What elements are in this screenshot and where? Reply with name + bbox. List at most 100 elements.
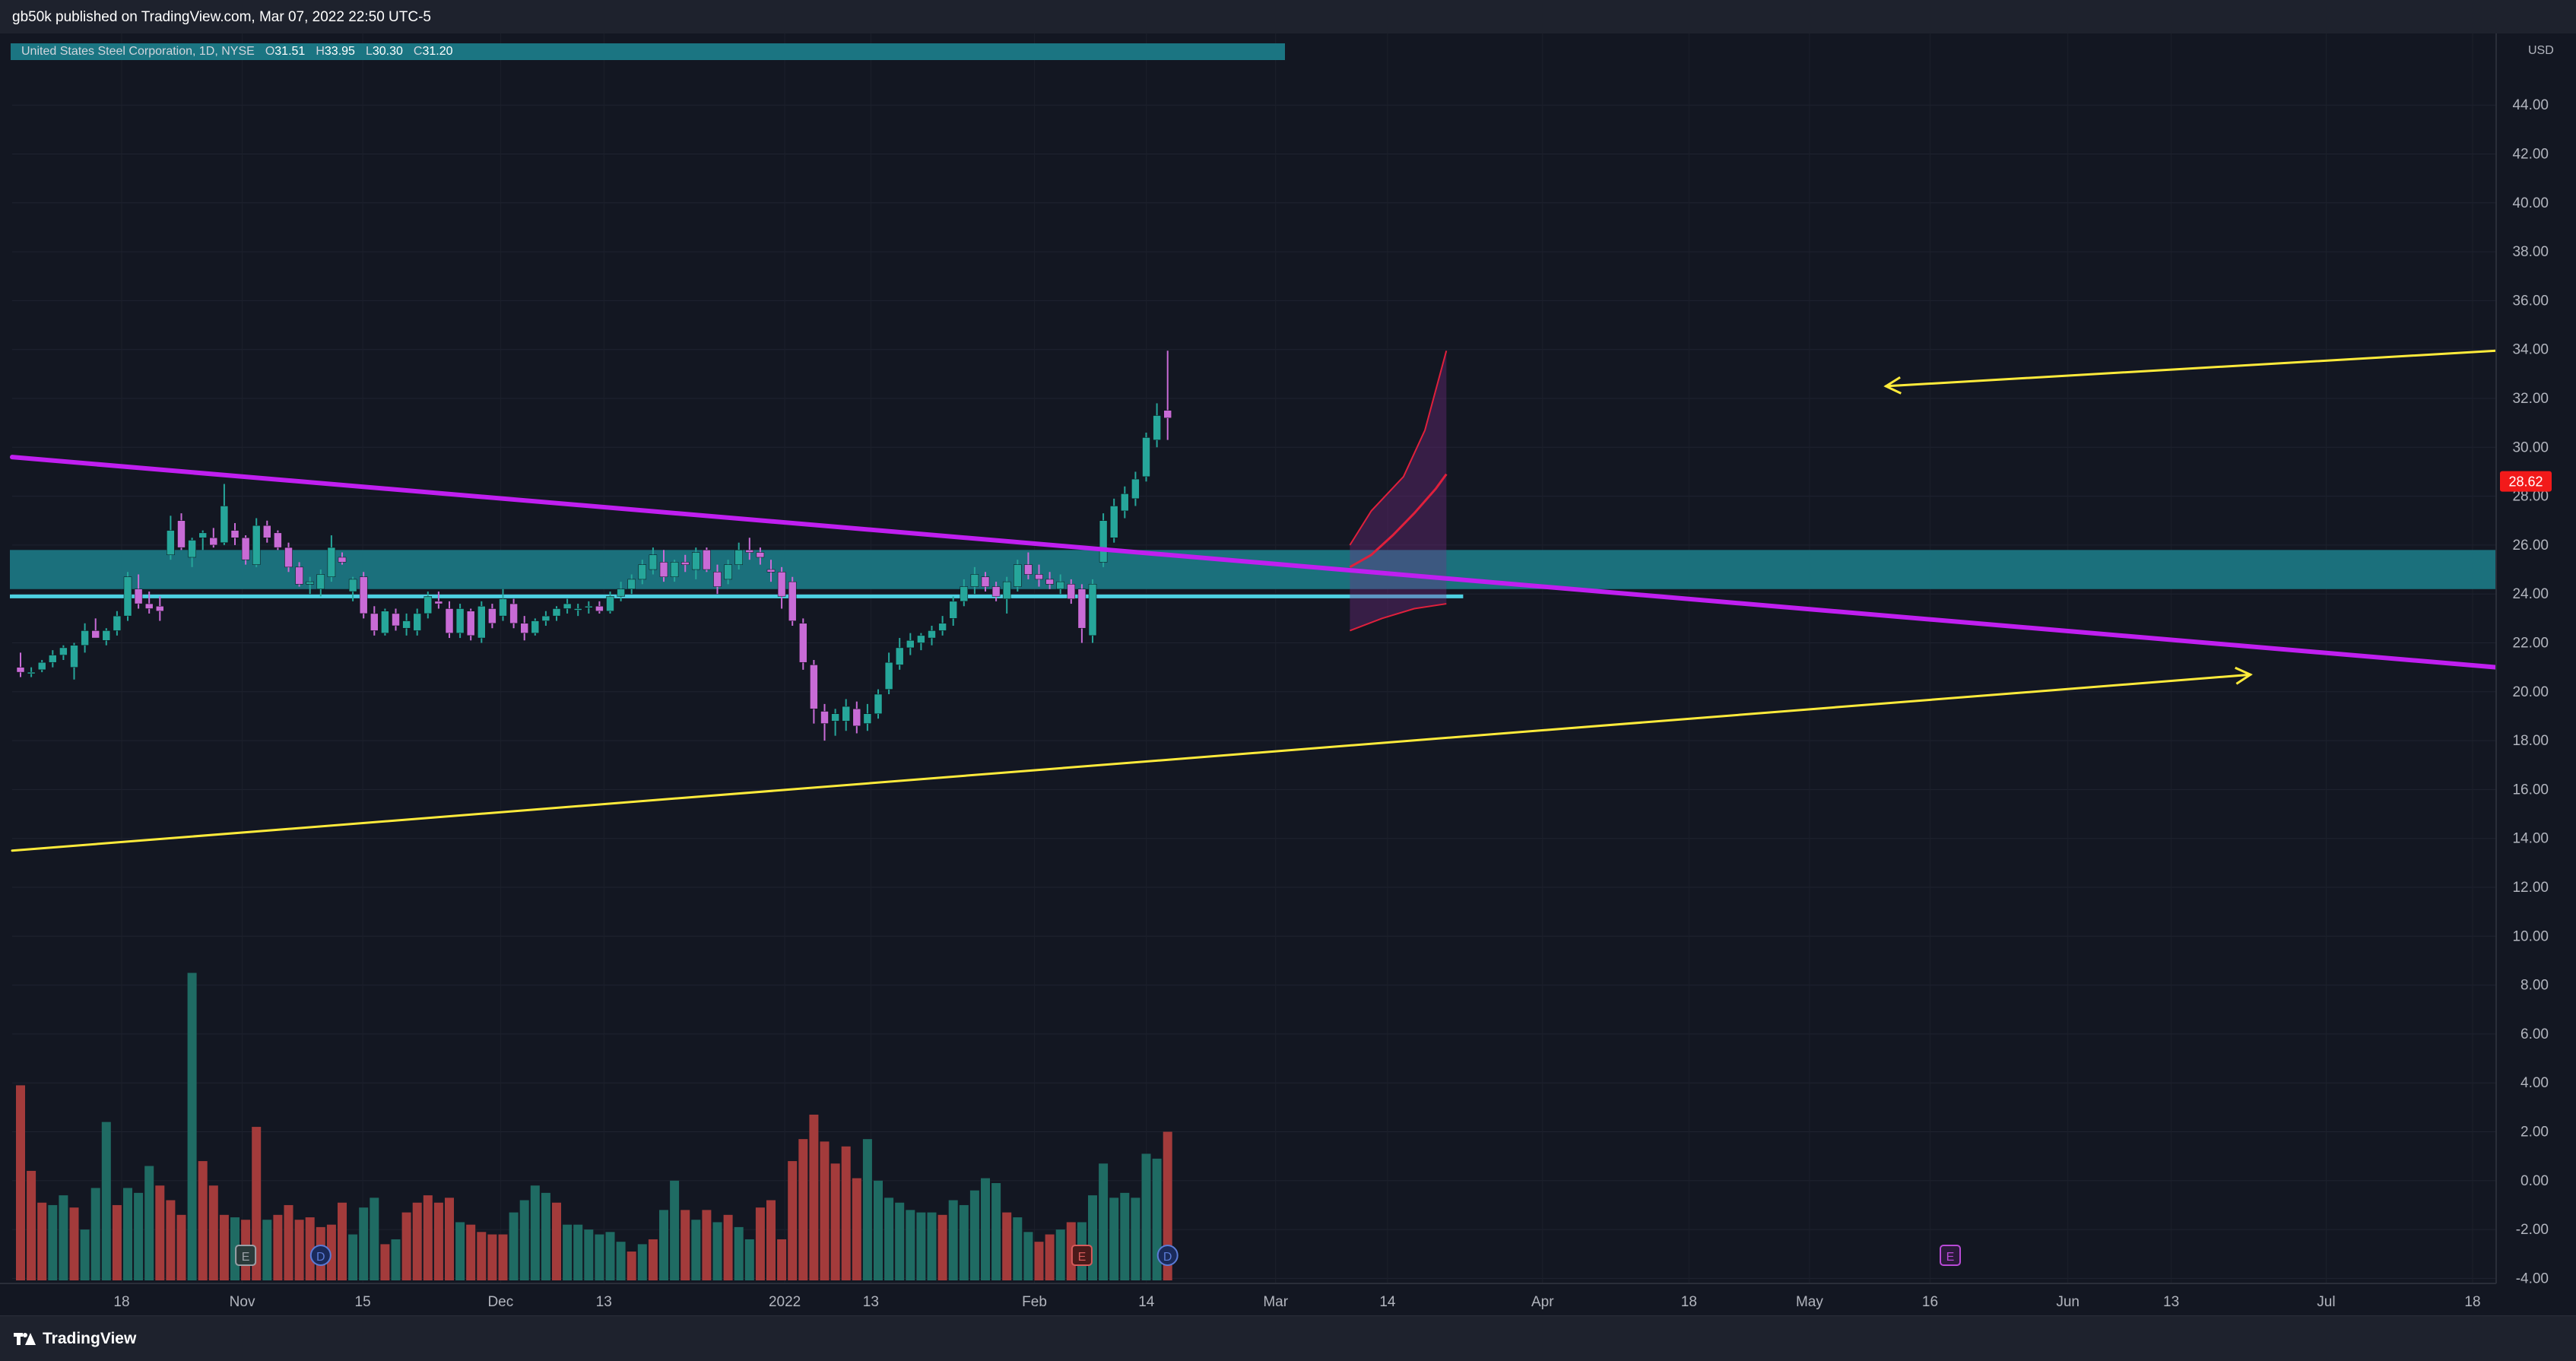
tradingview-logo-icon [14,1331,36,1347]
candle-body [766,569,776,573]
candle-body [230,530,240,538]
earnings-marker[interactable] [1071,1245,1093,1266]
price-axis[interactable]: USD 44.00 42.00 40.00 38.00 36.00 34.00 32.00 30… [2495,33,2576,1286]
volume-bar [605,1232,615,1280]
candle-body [188,540,196,558]
time-tick-label: 2022 [769,1294,801,1310]
dividend-marker[interactable] [309,1245,332,1266]
candle-body [284,547,293,568]
candle-body [541,615,550,621]
volume-bar [338,1202,347,1280]
candle-body [938,623,947,631]
envelope-lower [1350,603,1447,632]
candle-body [810,665,818,709]
volume-bar [670,1180,680,1280]
candle-body [520,623,528,633]
candle-body [113,615,122,631]
volume-bar [359,1207,369,1280]
candle-body [820,711,829,724]
candle-body [1131,478,1140,500]
yellow-trendline[interactable] [1884,349,2498,388]
volume-bar [509,1212,519,1280]
volume-bar [433,1202,443,1280]
time-tick-label: Mar [1263,1294,1288,1310]
price-axis-bg [2496,33,2576,1283]
volume-bar [884,1198,894,1280]
earnings-marker[interactable] [1940,1245,1961,1266]
candle-body [734,550,743,565]
candle-body [359,576,368,614]
candle-body [852,709,861,727]
trendlines[interactable] [10,349,2498,852]
candle-body [531,620,540,633]
price-tick-label: 42.00 [2512,147,2549,163]
candle-body [895,647,904,665]
price-tick-label: 26.00 [2512,538,2549,554]
time-tick-label: 13 [863,1294,879,1310]
marker-label: D [316,1251,325,1264]
volume-bar [648,1239,658,1280]
volume-bar [198,1161,208,1280]
resistance-zone [10,550,2496,589]
volume-bar [1023,1232,1033,1280]
volume-bar [48,1204,58,1280]
tradingview-brand[interactable]: TradingView [14,1330,136,1348]
candle-body [970,574,979,587]
price-tick-label: -4.00 [2516,1271,2549,1286]
candle-body [156,606,164,611]
price-tick-label: 44.00 [2512,97,2549,113]
arrow-head [2235,666,2253,685]
chart-area[interactable]: E D E D E USD 44.00 42.00 40.00 38.00 36.00 34.00 3… [0,33,2576,1315]
volume-bar [552,1202,561,1280]
envelope-fill [1350,351,1447,631]
candle-body [327,547,336,577]
candle-body [209,538,218,546]
candle-body [659,562,668,577]
price-tick-label: 0.00 [2520,1173,2549,1189]
volume-bar [134,1192,144,1280]
candle-body [713,572,722,587]
candle-body [370,613,379,631]
candle-body [777,572,786,597]
candle-body [1153,415,1161,440]
candle-body [445,608,454,633]
price-tick-label: 14.00 [2512,831,2549,847]
volume-bar [969,1190,979,1280]
descending-trendline[interactable] [10,455,2498,670]
bottom-bar: TradingView [0,1315,2576,1361]
candle-body [402,620,411,629]
time-tick-label: Apr [1531,1294,1554,1310]
volume-bar [1055,1229,1065,1280]
yellow-trendline[interactable] [11,673,2252,852]
volume-bar [584,1229,594,1280]
candle-body [563,603,572,609]
candle-body [842,706,850,722]
candle-body [466,611,475,636]
candle-body [981,576,990,587]
volume-bar [809,1114,819,1280]
time-axis[interactable]: 18 Nov 15 Dec 13 2022 13 Feb 14 Mar 14 Apr 18 May 16 Ju… [0,1283,2576,1315]
volume-bar [219,1214,229,1280]
candle-body [198,532,207,538]
volume-bar [723,1214,733,1280]
volume-bar [380,1244,390,1280]
dividend-marker[interactable] [1156,1245,1179,1266]
publish-info: gb50k published on TradingView.com, Mar … [12,9,431,25]
volume-bar [1131,1198,1140,1280]
earnings-marker[interactable] [235,1245,257,1266]
volume-bar [498,1234,508,1280]
candle-body [627,579,636,590]
time-tick-label: May [1796,1294,1823,1310]
symbol-legend[interactable]: United States Steel Corporation, 1D, NYS… [11,43,1285,60]
volume-bar [627,1252,636,1280]
candle-body [144,603,154,609]
time-tick-label: Jun [2056,1294,2080,1310]
price-chart[interactable]: E D E D E USD 44.00 42.00 40.00 38.00 36.00 34.00 3… [0,33,2576,1315]
envelope-upper [1349,351,1448,546]
volume-bar [252,1127,262,1280]
candle-body [274,532,282,548]
volume-bar [391,1239,401,1280]
volume-bar [820,1141,830,1280]
price-tick-label: 10.00 [2512,928,2549,944]
